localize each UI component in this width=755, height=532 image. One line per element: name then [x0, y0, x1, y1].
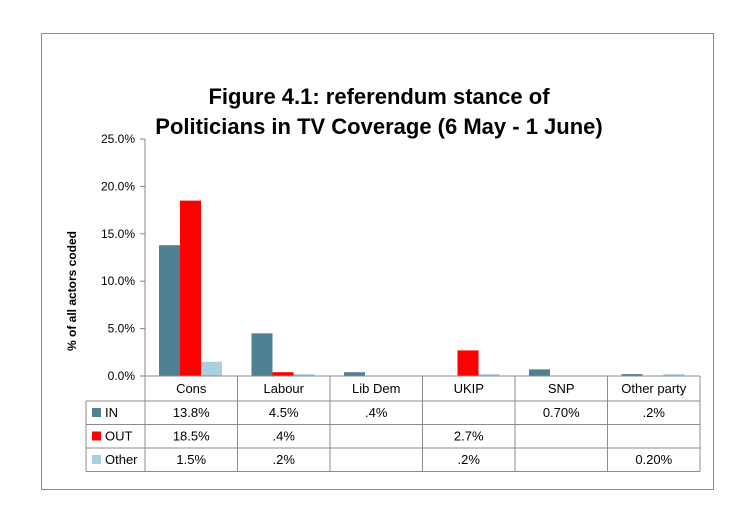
- category-label: Cons: [176, 381, 207, 396]
- category-label: Lib Dem: [352, 381, 400, 396]
- category-label: UKIP: [454, 381, 484, 396]
- bar-out-labour: [272, 372, 294, 376]
- bar-in-labour: [251, 333, 273, 376]
- bar-other-ukip: [478, 374, 500, 376]
- chart-canvas: Figure 4.1: referendum stance of Politic…: [65, 84, 701, 472]
- category-label: Labour: [264, 381, 305, 396]
- y-axis: 0.0% 5.0% 10.0% 15.0% 20.0% 25.0%: [101, 132, 146, 383]
- bar-in-snp: [529, 369, 550, 376]
- bar-out-cons: [180, 200, 201, 376]
- bar-in-cons: [159, 245, 180, 376]
- bar-out-ukip: [457, 350, 479, 376]
- category-label: Other party: [621, 381, 687, 396]
- legend-key-in: [92, 408, 101, 417]
- bar-in-lib-dem: [344, 372, 365, 376]
- legend-label-out: OUT: [105, 429, 133, 444]
- bar-other-cons: [201, 361, 222, 376]
- chart-title-line-1: Figure 4.1: referendum stance of: [208, 84, 550, 109]
- legend-label-other: Other: [105, 452, 138, 467]
- bar-in-other-party: [621, 374, 643, 376]
- y-tick-label: 15.0%: [101, 227, 135, 241]
- table-cell-value: 18.5%: [173, 429, 210, 444]
- table-cell-value: .2%: [643, 405, 666, 420]
- legend-key-other: [92, 455, 101, 464]
- table-cell-value: 1.5%: [176, 452, 206, 467]
- legend-key-out: [92, 431, 101, 441]
- chart-frame: Figure 4.1: referendum stance of Politic…: [41, 33, 714, 490]
- table-cell-value: 13.8%: [173, 405, 210, 420]
- legend-label-in: IN: [105, 405, 118, 420]
- y-tick-label: 5.0%: [108, 322, 136, 336]
- bars-group: [159, 200, 685, 376]
- chart-title-line-2: Politicians in TV Coverage (6 May - 1 Ju…: [155, 114, 602, 139]
- category-label: SNP: [548, 381, 575, 396]
- table-cell-value: 4.5%: [269, 405, 299, 420]
- data-table: Cons Labour Lib Dem UKIP SNP Other party IN 13.…: [85, 375, 701, 472]
- bar-other-other-party: [663, 374, 685, 376]
- y-tick-label: 25.0%: [101, 132, 135, 146]
- y-axis-label: % of all actors coded: [65, 231, 79, 351]
- table-cell-value: 0.70%: [543, 405, 580, 420]
- table-cell-value: .4%: [365, 405, 388, 420]
- table-cell-value: 2.7%: [454, 429, 484, 444]
- table-cell-value: .2%: [458, 452, 481, 467]
- table-cell-value: .4%: [273, 429, 296, 444]
- y-tick-label: 0.0%: [108, 369, 136, 383]
- y-tick-label: 20.0%: [101, 179, 135, 193]
- table-cell-value: .2%: [273, 452, 296, 467]
- table-cell-value: 0.20%: [635, 452, 672, 467]
- y-tick-label: 10.0%: [101, 274, 135, 288]
- bar-other-labour: [293, 374, 315, 376]
